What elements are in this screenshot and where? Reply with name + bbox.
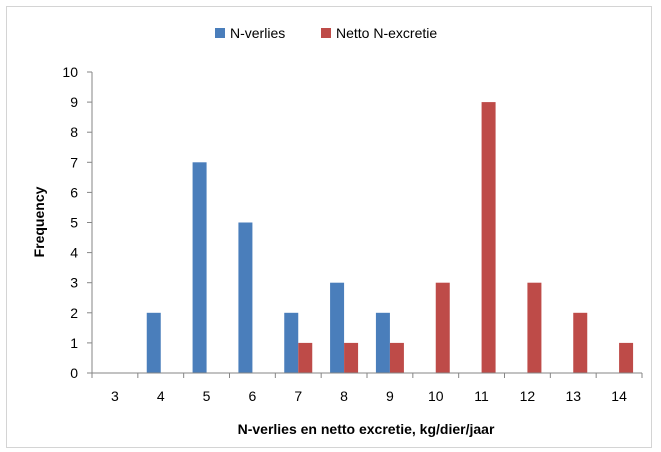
chart-frame: [6, 6, 652, 448]
y-axis-ticks: 0 1 2 3 4 5 6 7 8 9 10: [62, 64, 92, 381]
x-tick-label: 6: [249, 388, 257, 404]
bar-netto-n-excretie: [435, 282, 450, 373]
x-tick-label: 3: [111, 388, 119, 404]
x-axis-ticks: 3 4 5 6 7 8 9 10 11 12 13 14: [91, 373, 643, 404]
bar-n-verlies: [192, 162, 207, 373]
bar-netto-n-excretie: [344, 342, 359, 373]
x-tick-label: 14: [611, 388, 627, 404]
y-tick-label: 7: [70, 154, 78, 170]
x-tick-label: 5: [203, 388, 211, 404]
bar-netto-n-excretie: [389, 342, 404, 373]
legend: N-verlies Netto N-excretie: [215, 25, 437, 41]
x-tick-label: 11: [474, 388, 489, 404]
y-tick-label: 9: [70, 94, 78, 110]
y-tick-label: 3: [70, 275, 78, 291]
bar-netto-n-excretie: [619, 342, 634, 373]
legend-swatch-netto-n-excretie: [321, 28, 331, 38]
y-tick-label: 5: [70, 215, 78, 231]
x-tick-label: 10: [428, 388, 444, 404]
y-tick-label: 8: [70, 124, 78, 140]
y-axis-title: Frequency: [31, 186, 47, 257]
y-tick-label: 10: [62, 64, 78, 80]
y-tick-label: 0: [70, 365, 78, 381]
legend-swatch-n-verlies: [215, 28, 225, 38]
y-tick-label: 6: [70, 184, 78, 200]
x-tick-label: 13: [565, 388, 581, 404]
x-tick-label: 4: [157, 388, 165, 404]
x-axis-title: N-verlies en netto excretie, kg/dier/jaa…: [238, 421, 495, 437]
x-tick-label: 8: [340, 388, 348, 404]
bar-n-verlies: [375, 312, 390, 373]
x-tick-label: 7: [294, 388, 302, 404]
bar-netto-n-excretie: [481, 102, 496, 373]
legend-label-netto-n-excretie: Netto N-excretie: [336, 25, 437, 41]
bar-n-verlies: [146, 312, 161, 373]
bar-netto-n-excretie: [298, 342, 313, 373]
y-tick-label: 4: [70, 245, 78, 261]
x-tick-label: 12: [520, 388, 536, 404]
bar-netto-n-excretie: [527, 282, 542, 373]
legend-label-n-verlies: N-verlies: [230, 25, 285, 41]
y-tick-label: 2: [70, 305, 78, 321]
y-tick-label: 1: [70, 335, 78, 351]
bar-netto-n-excretie: [573, 312, 588, 373]
x-tick-label: 9: [386, 388, 394, 404]
bars: [146, 102, 634, 373]
bar-n-verlies: [330, 282, 345, 373]
bar-n-verlies: [284, 312, 299, 373]
bar-n-verlies: [238, 222, 253, 373]
